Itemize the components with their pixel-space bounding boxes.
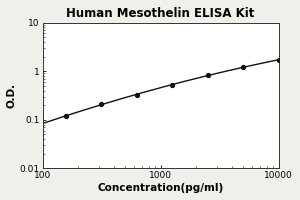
Title: Human Mesothelin ELISA Kit: Human Mesothelin ELISA Kit [67, 7, 255, 20]
X-axis label: Concentration(pg/ml): Concentration(pg/ml) [98, 183, 224, 193]
Y-axis label: O.D.: O.D. [7, 83, 17, 108]
